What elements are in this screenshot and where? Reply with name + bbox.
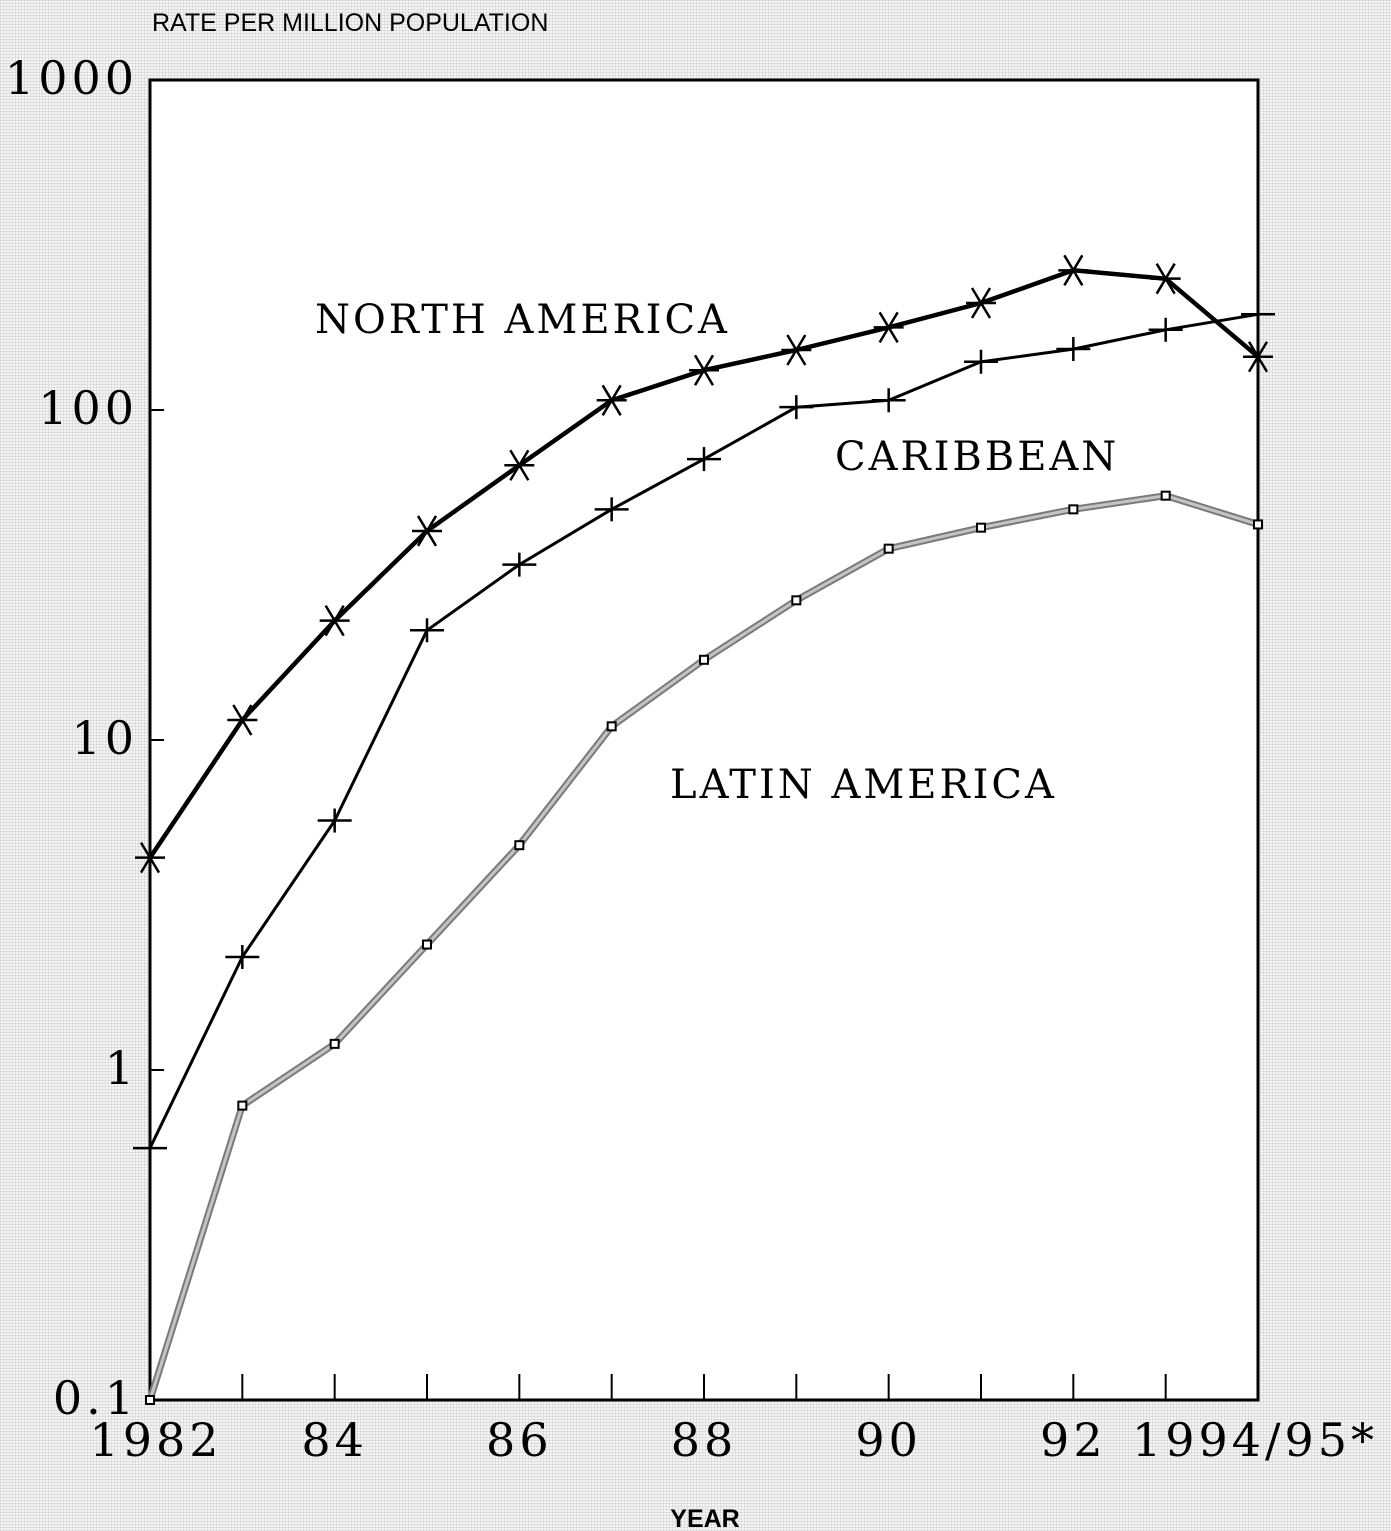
- y-tick-label: 0.1: [53, 1371, 138, 1425]
- x-tick-label: 86: [486, 1413, 553, 1467]
- x-axis-label: YEAR: [670, 1505, 739, 1531]
- plot-area: [148, 78, 1260, 1402]
- data-point-square: [514, 840, 525, 851]
- series-layer: [133, 254, 1275, 1405]
- data-point-plus: [871, 388, 906, 413]
- data-point-plus: [225, 945, 260, 970]
- x-tick-label: 92: [1040, 1413, 1107, 1467]
- x-axis-ticks: 1982 84 86 88 90 92 1994/95*: [89, 1374, 1378, 1467]
- data-point-asterisk: [1150, 263, 1181, 295]
- data-point-plus: [687, 447, 721, 472]
- x-tick-label: 1994/95*: [1132, 1413, 1378, 1467]
- data-point-plus: [410, 618, 444, 643]
- y-axis-ticks: 1000 100 10 1 0.1: [5, 51, 164, 1425]
- y-tick-label: 1000: [5, 51, 138, 105]
- data-point-asterisk: [596, 384, 627, 416]
- data-point-square: [606, 721, 617, 732]
- data-point-asterisk: [504, 449, 535, 481]
- series-north-america: [135, 254, 1273, 874]
- x-tick-label: 84: [301, 1413, 368, 1467]
- data-point-asterisk: [319, 604, 350, 637]
- data-point-square: [422, 939, 432, 950]
- data-point-square: [1068, 504, 1079, 515]
- data-point-square: [237, 1100, 248, 1111]
- data-point-plus: [1148, 317, 1183, 342]
- data-point-asterisk: [135, 842, 165, 874]
- series-caribbean: [133, 302, 1275, 1161]
- data-point-plus: [964, 349, 998, 374]
- y-tick-label: 1: [105, 1041, 138, 1095]
- data-point-plus: [779, 395, 814, 420]
- data-point-square: [1253, 519, 1263, 530]
- series-latin-america: [145, 490, 1263, 1405]
- data-point-square: [145, 1395, 155, 1405]
- y-tick-label: 10: [71, 711, 138, 765]
- data-point-square: [1160, 490, 1171, 501]
- data-point-asterisk: [227, 704, 258, 736]
- data-point-asterisk: [966, 287, 996, 319]
- data-point-plus: [133, 1136, 167, 1161]
- data-point-asterisk: [1243, 341, 1273, 373]
- data-point-square: [329, 1038, 340, 1049]
- data-point-plus: [317, 808, 352, 833]
- data-point-asterisk: [689, 354, 719, 386]
- data-point-plus: [1241, 302, 1275, 327]
- data-point-asterisk: [873, 311, 904, 344]
- data-point-square: [976, 522, 986, 533]
- y-axis-label: RATE PER MILLION POPULATION: [152, 9, 548, 37]
- data-point-plus: [1056, 337, 1091, 362]
- x-tick-label: 90: [855, 1413, 922, 1467]
- series-label-caribbean: CARIBBEAN: [835, 434, 1119, 480]
- data-point-asterisk: [781, 334, 812, 366]
- data-point-plus: [502, 552, 537, 577]
- data-point-plus: [594, 497, 629, 522]
- data-point-square: [883, 543, 894, 554]
- series-label-latin-america: LATIN AMERICA: [670, 762, 1057, 808]
- series-label-north-america: NORTH AMERICA: [315, 297, 730, 343]
- data-point-square: [791, 595, 802, 606]
- data-point-asterisk: [1058, 254, 1089, 286]
- data-point-square: [699, 654, 709, 665]
- x-tick-label: 88: [671, 1413, 738, 1467]
- data-point-asterisk: [412, 515, 442, 547]
- x-tick-label: 1982: [89, 1413, 222, 1467]
- y-tick-label: 100: [38, 381, 138, 435]
